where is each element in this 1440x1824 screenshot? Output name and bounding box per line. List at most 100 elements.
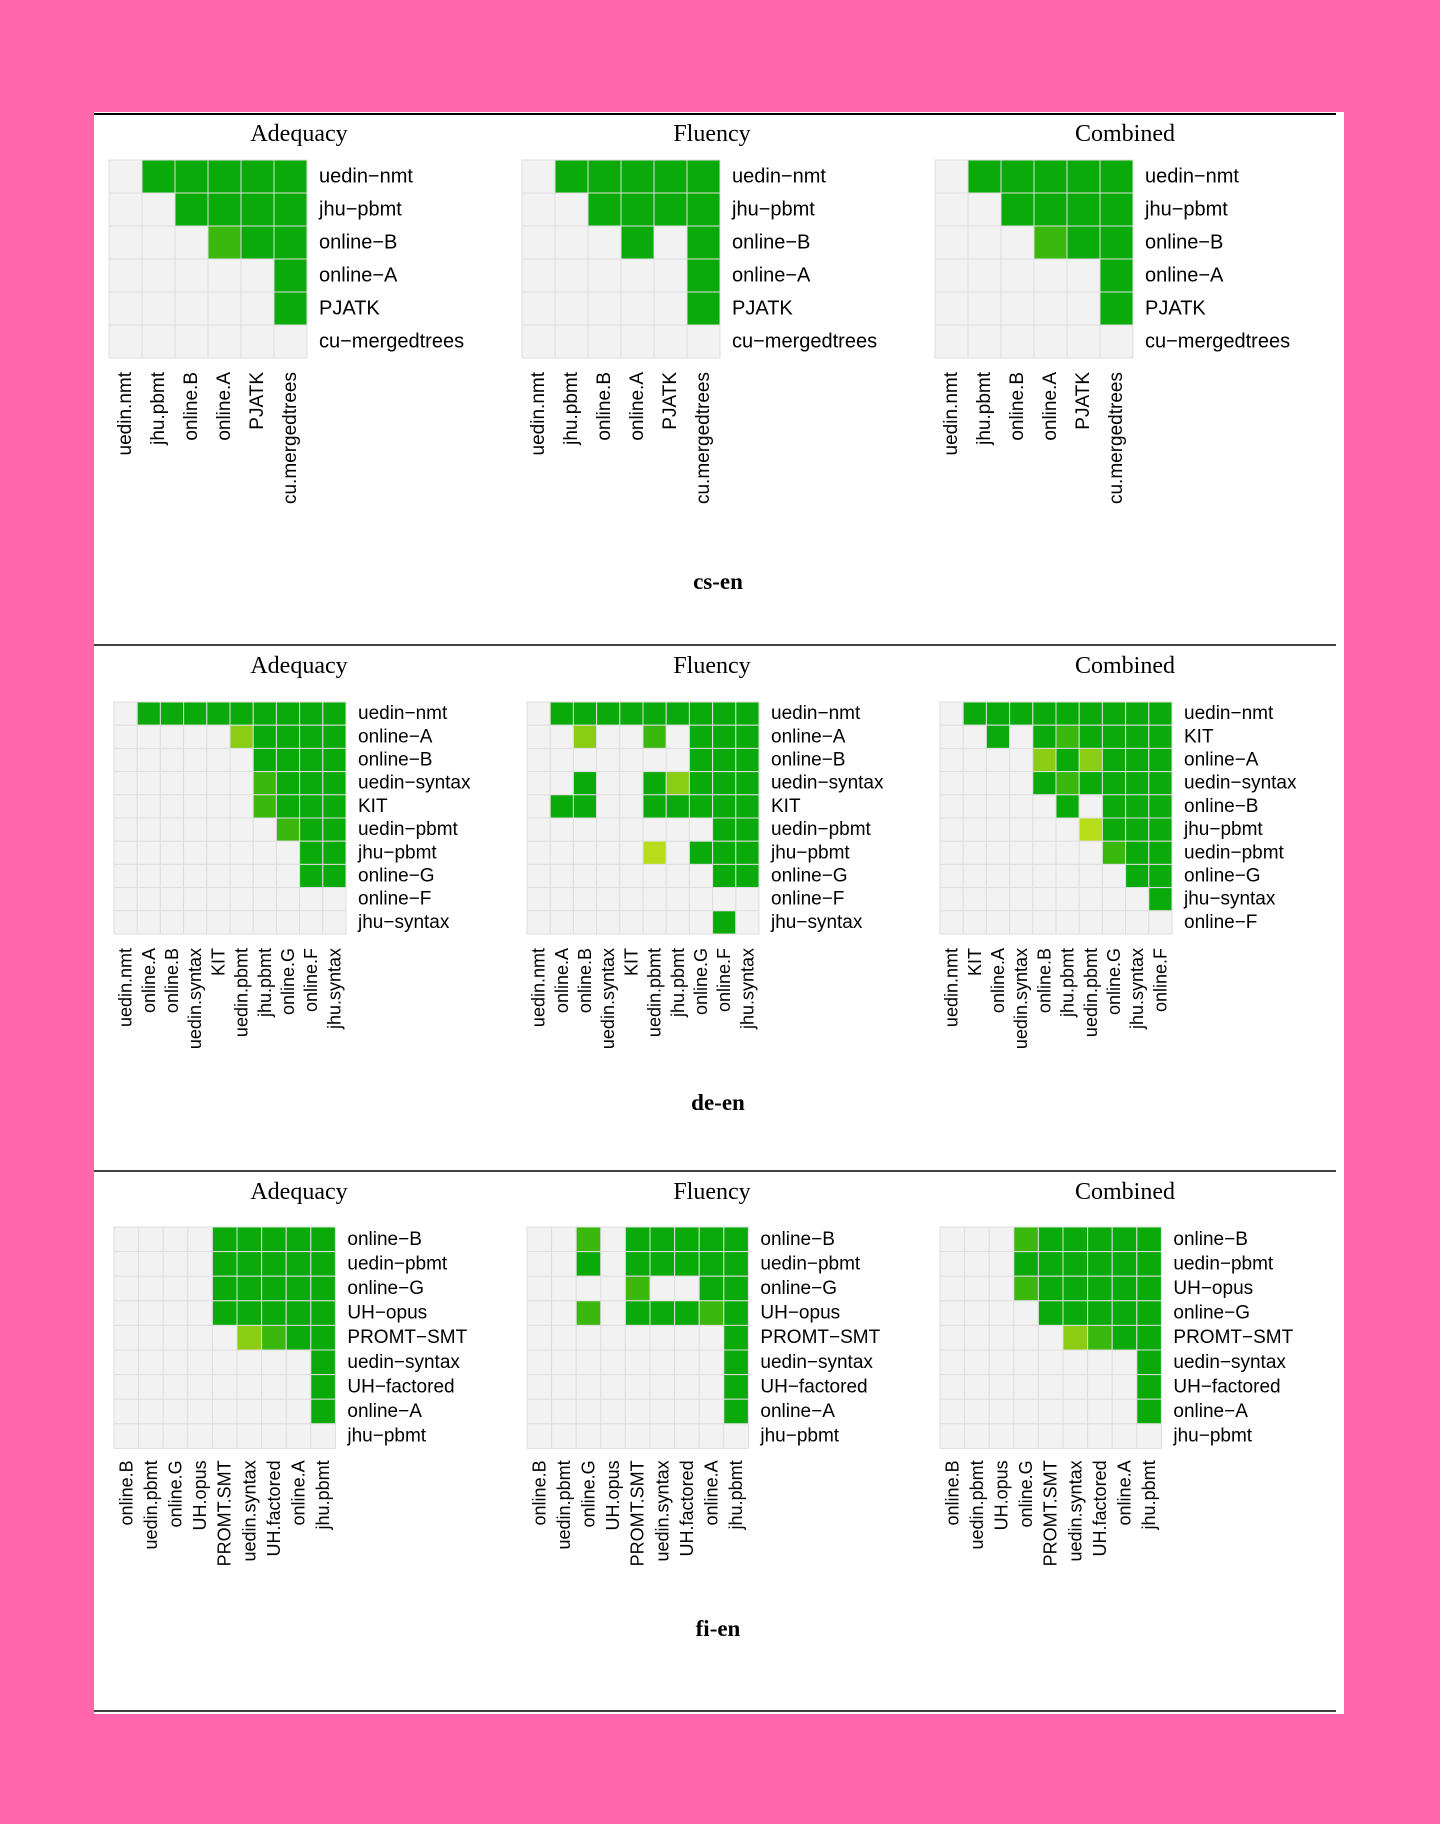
heatmap-cell — [174, 291, 209, 326]
heatmap-cell — [1055, 771, 1080, 796]
heatmap-cell — [113, 747, 138, 773]
heatmap-cell — [526, 771, 551, 796]
heatmap-cell — [174, 324, 209, 359]
heatmap-cell — [240, 192, 275, 227]
heatmap-cell — [688, 863, 714, 889]
heatmap-cell — [653, 258, 688, 293]
col-label: cu.mergedtrees — [1106, 372, 1127, 504]
heatmap-cell — [322, 863, 347, 889]
heatmap-figure: Adequacyuedin−nmtjhu−pbmtonline−Bonline−… — [94, 113, 1336, 1712]
heatmap-cell — [939, 794, 964, 819]
col-label: jhu.pbmt — [561, 371, 582, 446]
heatmap-cell — [572, 817, 598, 842]
heatmap-cell — [1009, 747, 1034, 773]
heatmap-cell — [252, 817, 277, 842]
heatmap-cell — [240, 159, 275, 194]
heatmap-cell — [1101, 747, 1127, 773]
heatmap-cell — [596, 910, 621, 935]
heatmap-cell — [136, 840, 161, 865]
row-label: uedin−pbmt — [771, 819, 872, 840]
heatmap-cell — [619, 887, 644, 912]
heatmap-cell — [939, 817, 964, 842]
heatmap-cell — [619, 863, 644, 889]
row-label: online−B — [319, 232, 397, 254]
heatmap-cell — [183, 724, 208, 749]
row-label: online−A — [1173, 1401, 1248, 1422]
heatmap-cell — [624, 1275, 651, 1302]
heatmap-cell — [229, 887, 254, 912]
heatmap-cell — [939, 863, 964, 889]
heatmap-cell — [587, 258, 622, 293]
heatmap-cell — [572, 840, 598, 865]
heatmap-cell — [310, 1398, 336, 1425]
heatmap-cell — [1101, 817, 1127, 842]
col-label: online.A — [627, 372, 648, 441]
heatmap-cell — [526, 1275, 553, 1302]
heatmap-cell — [206, 724, 231, 749]
heatmap-cell — [275, 910, 301, 935]
heatmap-cell — [1066, 159, 1101, 194]
heatmap-cell — [207, 225, 242, 260]
heatmap-cell — [310, 1300, 336, 1326]
heatmap-cell — [1099, 291, 1134, 326]
heatmap-cell — [322, 840, 347, 865]
col-label: online.B — [181, 372, 202, 441]
heatmap-cell — [526, 887, 551, 912]
heatmap-cell — [1066, 258, 1101, 293]
row-label: PJATK — [319, 298, 380, 320]
row-label: jhu−pbmt — [357, 842, 437, 863]
heatmap-cell — [211, 1423, 238, 1449]
col-label: jhu.syntax — [737, 948, 757, 1030]
heatmap-cell — [1062, 1251, 1089, 1277]
heatmap-cell — [934, 225, 969, 260]
heatmap-cell — [236, 1374, 263, 1400]
col-label: jhu.pbmt — [1058, 948, 1078, 1018]
heatmap-cell — [674, 1226, 700, 1253]
heatmap-cell — [1009, 840, 1034, 865]
heatmap-cell — [521, 159, 556, 194]
heatmap-cell — [113, 910, 138, 935]
heatmap-cell — [136, 701, 161, 726]
row-label: uedin−syntax — [760, 1352, 873, 1373]
heatmap-cell — [596, 840, 621, 865]
heatmap-cell — [1099, 225, 1134, 260]
row-label: jhu−pbmt — [731, 199, 815, 221]
heatmap-cell — [674, 1251, 700, 1277]
heatmap-cell — [642, 887, 667, 912]
heatmap-cell — [962, 724, 987, 749]
heatmap-cell — [141, 291, 176, 326]
heatmap-cell — [554, 159, 589, 194]
heatmap-cell — [261, 1374, 287, 1400]
heatmap-cell — [162, 1226, 189, 1253]
heatmap-cell — [1066, 291, 1101, 326]
heatmap-cell — [723, 1275, 749, 1302]
heatmap-cell — [554, 291, 589, 326]
heatmap-cell — [665, 887, 690, 912]
heatmap-cell — [141, 159, 176, 194]
col-label: UH.factored — [677, 1460, 697, 1556]
heatmap-cell — [712, 794, 737, 819]
heatmap-cell — [653, 192, 688, 227]
heatmap-cell — [988, 1226, 1015, 1253]
heatmap-cell — [113, 817, 138, 842]
heatmap-cell — [273, 258, 308, 293]
heatmap-cell — [723, 1374, 749, 1400]
row-label: online−F — [1184, 912, 1257, 933]
heatmap-cell — [322, 701, 347, 726]
heatmap-cell — [575, 1349, 602, 1376]
col-label: uedin.syntax — [652, 1460, 672, 1561]
heatmap-cell — [1037, 1275, 1064, 1302]
heatmap-cell — [649, 1398, 676, 1425]
row-label: uedin−pbmt — [358, 819, 459, 840]
heatmap-cell — [159, 817, 185, 842]
row-label: online−B — [1173, 1229, 1247, 1250]
heatmap-cell — [236, 1423, 263, 1449]
heatmap-cell — [549, 747, 574, 773]
heatmap-cell — [275, 794, 301, 819]
heatmap-cell — [183, 863, 208, 889]
heatmap-cell — [1055, 701, 1080, 726]
heatmap-cell — [240, 258, 275, 293]
heatmap-cell — [310, 1275, 336, 1302]
heatmap-cell — [285, 1349, 312, 1376]
heatmap-cell — [526, 794, 551, 819]
